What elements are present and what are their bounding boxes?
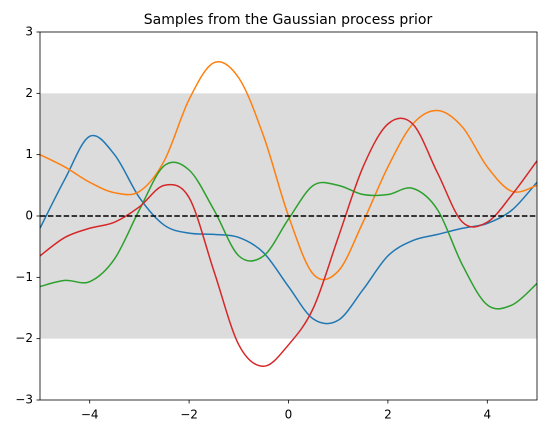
- x-tick-label: −4: [81, 408, 99, 422]
- x-tick-label: 4: [483, 408, 491, 422]
- y-tick-label: 1: [25, 147, 33, 161]
- sample-line: [40, 161, 537, 310]
- chart-title: Samples from the Gaussian process prior: [144, 12, 433, 28]
- y-tick-label: 2: [25, 86, 33, 100]
- x-tick-label: −2: [180, 408, 198, 422]
- x-tick-label: 2: [384, 408, 392, 422]
- y-tick-label: −3: [15, 393, 33, 407]
- y-tick-label: −2: [15, 331, 33, 345]
- sample-line: [40, 117, 537, 368]
- y-tick-label: 0: [25, 209, 33, 223]
- sample-line: [40, 134, 537, 325]
- y-tick-label: 3: [25, 25, 33, 39]
- x-tick-label: 0: [285, 408, 293, 422]
- y-tick-label: −1: [15, 270, 33, 284]
